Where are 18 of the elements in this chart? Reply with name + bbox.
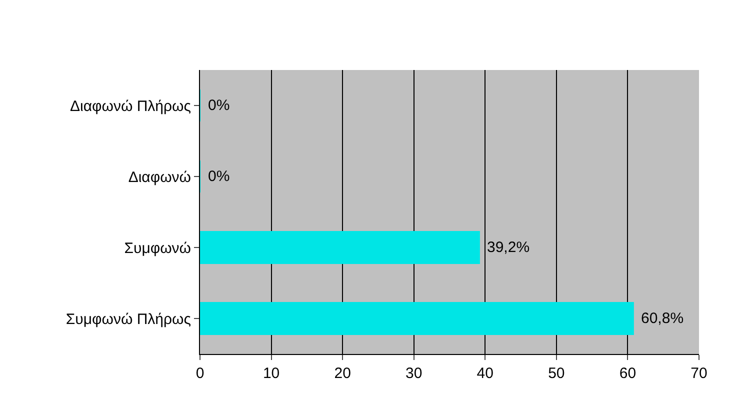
x-tick-label: 0 xyxy=(196,365,204,382)
x-tick-label: 60 xyxy=(619,365,636,382)
data-label: 0% xyxy=(208,97,230,114)
x-tick-label: 30 xyxy=(406,365,422,382)
x-tick-label: 70 xyxy=(690,365,708,382)
x-tick-label: 40 xyxy=(476,365,494,382)
y-tick-label: Συμφωνώ Πλήρως xyxy=(66,310,191,328)
y-tick-label: Διαφωνώ xyxy=(128,168,192,186)
data-label: 0% xyxy=(208,168,230,185)
y-tick-label: Συμφωνώ xyxy=(124,240,192,257)
data-label: 39,2% xyxy=(487,239,530,256)
data-label: 60,8% xyxy=(641,310,684,327)
x-tick-label: 10 xyxy=(262,365,280,382)
bar xyxy=(200,231,480,264)
x-tick-label: 20 xyxy=(334,365,351,382)
y-tick-label: Διαφωνώ Πλήρως xyxy=(70,98,191,115)
x-tick-label: 50 xyxy=(548,365,565,382)
bar xyxy=(200,302,634,335)
